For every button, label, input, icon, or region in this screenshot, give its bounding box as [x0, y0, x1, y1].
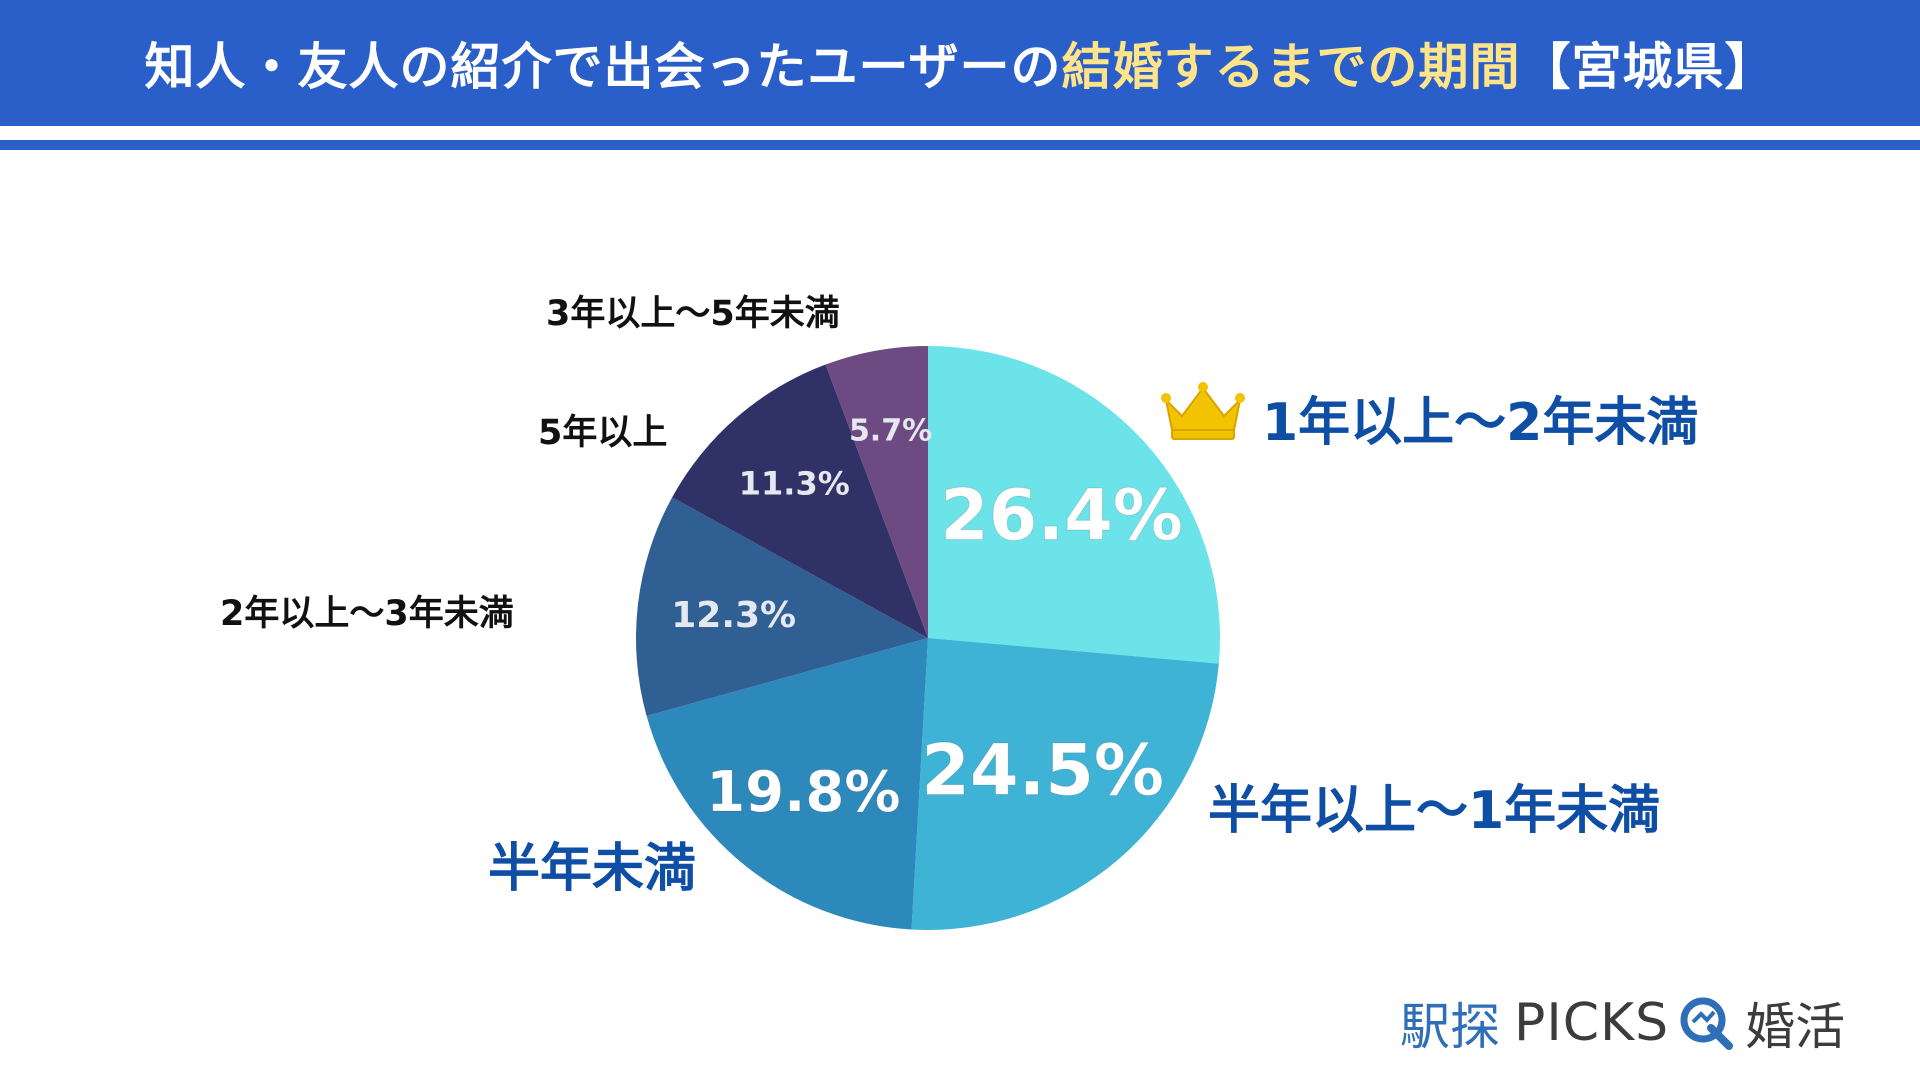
slice-half-to-1y-value: 24.5%: [921, 730, 1164, 812]
page-title: 知人・友人の紹介で出会ったユーザーの 結婚するまでの期間 【宮城県】: [0, 0, 1920, 126]
slice-5y-plus: [672, 364, 928, 638]
slice-label-5y-plus: 5年以上: [538, 413, 668, 453]
title-part3: 【宮城県】: [1520, 38, 1776, 96]
slice-5y-plus-value: 11.3%: [739, 464, 850, 502]
magnifier-q-icon: [1680, 997, 1734, 1050]
slice-under-half-value: 19.8%: [706, 760, 900, 825]
slice-3to5y-value: 5.7%: [849, 414, 932, 449]
slice-2to3y-value: 12.3%: [671, 595, 796, 636]
slice-half-to-1y: [911, 638, 1219, 931]
title-highlight: 結婚するまでの期間: [1061, 38, 1521, 96]
slice-label-half-to-1y: 半年以上～1年未満: [1208, 781, 1661, 841]
title-underline: [0, 140, 1920, 150]
slice-1to2y: [928, 346, 1220, 664]
slice-2to3y: [636, 497, 928, 716]
brand-name-en: PICKS: [1514, 993, 1670, 1053]
title-part1: 知人・友人の紹介で出会ったユーザーの: [144, 38, 1062, 96]
slice-label-under-half: 半年未満: [488, 839, 697, 899]
slice-label-2to3y: 2年以上～3年未満: [220, 594, 514, 634]
slice-under-half: [646, 638, 928, 930]
brand-name-ja: 駅探: [1400, 998, 1500, 1056]
slice-1to2y-value: 26.4%: [940, 475, 1183, 557]
brand-category: 婚活: [1745, 998, 1846, 1056]
slice-label-3to5y: 3年以上～5年未満: [546, 294, 840, 334]
slice-3to5y: [825, 346, 928, 638]
slice-label-1to2y: 1年以上～2年未満: [1262, 393, 1699, 453]
brand-logo: 駅探 PICKS 婚活: [1400, 992, 1845, 1056]
title-banner: [0, 0, 1920, 126]
crown-icon: [1161, 382, 1245, 440]
